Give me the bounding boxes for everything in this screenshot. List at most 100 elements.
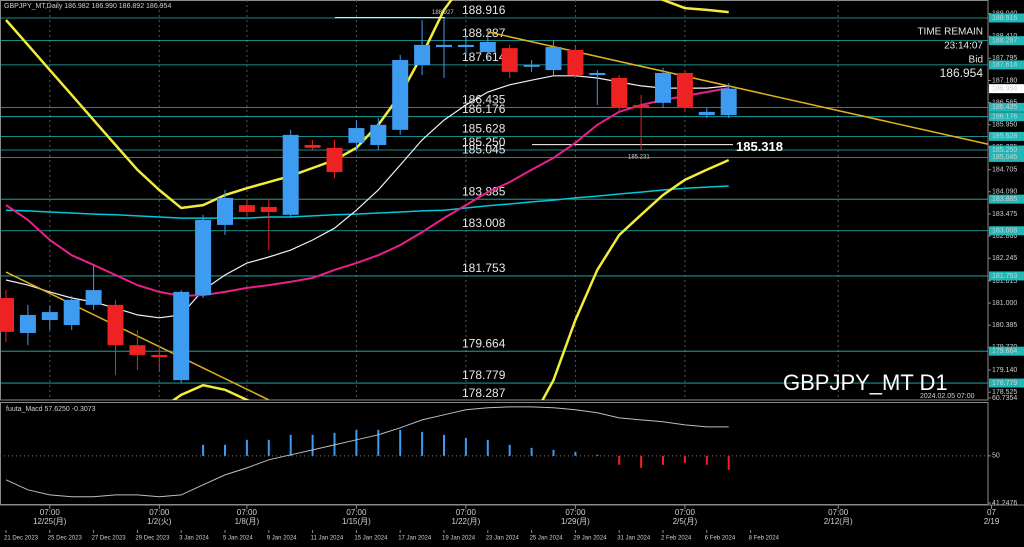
- level-label: 188.287: [462, 26, 506, 40]
- level-label: 187.614: [462, 50, 506, 64]
- level-label: 179.664: [462, 336, 506, 350]
- time-label: 07:00: [40, 508, 61, 517]
- date-label: 1/2(火): [147, 517, 172, 526]
- candle-body: [414, 44, 431, 66]
- time-label: 07:00: [237, 508, 258, 517]
- candle-body: [173, 291, 190, 381]
- date-label: 1/8(月): [235, 517, 260, 526]
- candle-body: [217, 197, 233, 225]
- candle-body: [85, 290, 102, 305]
- candle-body: [41, 312, 58, 320]
- candle-body: [0, 298, 14, 332]
- histogram-bar: [443, 434, 445, 456]
- x-tick-label: 19 Jan 2024: [442, 536, 476, 542]
- level-tag: [989, 60, 1024, 70]
- overlay: GBPJPY_MT,Daily 186.982 186.990 186.892 …: [4, 3, 1024, 542]
- high-label: 188.927: [432, 10, 454, 16]
- level-tag-label: 179.664: [992, 348, 1017, 355]
- level-tag-label: 183.885: [992, 196, 1017, 203]
- level-tag: [989, 378, 1024, 388]
- level-tag-label: 187.614: [992, 62, 1017, 69]
- y-tick-label: 181.615: [992, 278, 1017, 285]
- candle-body: [611, 77, 628, 108]
- x-tick-label: 9 Jan 2024: [267, 536, 297, 542]
- level-tag-label: 188.287: [992, 37, 1017, 44]
- histogram-bar: [421, 431, 424, 456]
- candle-body: [698, 111, 715, 116]
- chart-title: GBPJPY_MT,Daily 186.982 186.990 186.892 …: [4, 3, 171, 10]
- candle-body: [107, 304, 124, 346]
- histogram-bar: [530, 447, 533, 456]
- bid-value: 186.954: [940, 66, 984, 80]
- level-tag: [989, 36, 1024, 46]
- candle-body: [326, 147, 343, 172]
- histogram-bar: [464, 437, 467, 456]
- level-tag-label: 185.628: [992, 133, 1017, 140]
- level-label: 178.287: [462, 386, 506, 400]
- date-label: 12/25(月): [33, 517, 67, 526]
- candle-body: [633, 105, 650, 108]
- candle-body: [63, 299, 80, 326]
- level-label: 186.176: [462, 102, 506, 116]
- indicator-line: [5, 0, 729, 210]
- candle-body: [589, 72, 606, 76]
- candle-body: [260, 206, 277, 212]
- sub-title: fuuta_Macd 57.6250 -0.3073: [6, 406, 96, 413]
- level-tag-label: 185.250: [992, 147, 1017, 154]
- candle-body: [545, 47, 562, 71]
- x-tick-label: 27 Dec 2023: [92, 536, 127, 542]
- level-label: 181.753: [462, 261, 506, 275]
- date-label: 1/22(月): [451, 517, 480, 526]
- y-tick-label: 184.705: [992, 166, 1017, 173]
- x-tick-label: 25 Jan 2024: [530, 536, 564, 542]
- level-tag: [989, 145, 1024, 155]
- candle-body: [676, 72, 693, 108]
- x-tick-label: 3 Jan 2024: [179, 536, 209, 542]
- candle-body: [655, 72, 671, 103]
- x-tick-label: 5 Jan 2024: [223, 536, 253, 542]
- level-label: 185.045: [462, 143, 506, 157]
- bid-tag: [989, 84, 1024, 94]
- time-remain-label: TIME REMAIN: [917, 27, 983, 38]
- histogram-bar: [289, 434, 292, 456]
- time-label: 07:00: [828, 508, 849, 517]
- sub-plot: [0, 406, 988, 498]
- level-tag-label: 186.176: [992, 114, 1017, 121]
- x-tick-label: 25 Dec 2023: [48, 536, 83, 542]
- x-tick-label: 2 Feb 2024: [661, 536, 692, 542]
- date-label: 2/5(月): [673, 517, 698, 526]
- indicator-line: [171, 158, 730, 400]
- histogram-bar: [377, 429, 380, 456]
- candle-body: [567, 49, 584, 76]
- histogram-bar: [596, 454, 599, 456]
- y-tick-label: 182.860: [992, 233, 1017, 240]
- x-tick-label: 11 Jan 2024: [311, 536, 344, 542]
- date-label: 1/29(月): [561, 517, 590, 526]
- histogram-bar: [333, 432, 336, 456]
- time-label: 07:00: [346, 508, 367, 517]
- y-tick-label: 181.000: [992, 300, 1017, 307]
- level-tag: [989, 271, 1024, 281]
- y-tick-label: 182.245: [992, 255, 1017, 262]
- histogram-bar: [552, 449, 555, 456]
- histogram-bar: [355, 429, 358, 456]
- y-tick-label: 178.525: [992, 389, 1017, 396]
- x-tick-label: 29 Dec 2023: [135, 536, 170, 542]
- main-panel-frame: [0, 0, 989, 401]
- x-tick-label: 8 Feb 2024: [749, 536, 780, 542]
- level-tag: [989, 226, 1024, 236]
- level-tag: [989, 194, 1024, 204]
- histogram-bar: [202, 444, 205, 456]
- y-tick-label: 183.475: [992, 211, 1017, 218]
- x-tick-label: 23 Jan 2024: [486, 536, 520, 542]
- bid-label: Bid: [969, 55, 983, 66]
- histogram-bar: [399, 429, 402, 456]
- candle-body: [129, 345, 146, 355]
- histogram-bar: [727, 455, 730, 470]
- y-tick-label: 187.180: [992, 77, 1017, 84]
- level-tag-label: 188.916: [992, 15, 1017, 22]
- level-tag-label: 181.753: [992, 273, 1017, 280]
- candle-body: [370, 124, 387, 145]
